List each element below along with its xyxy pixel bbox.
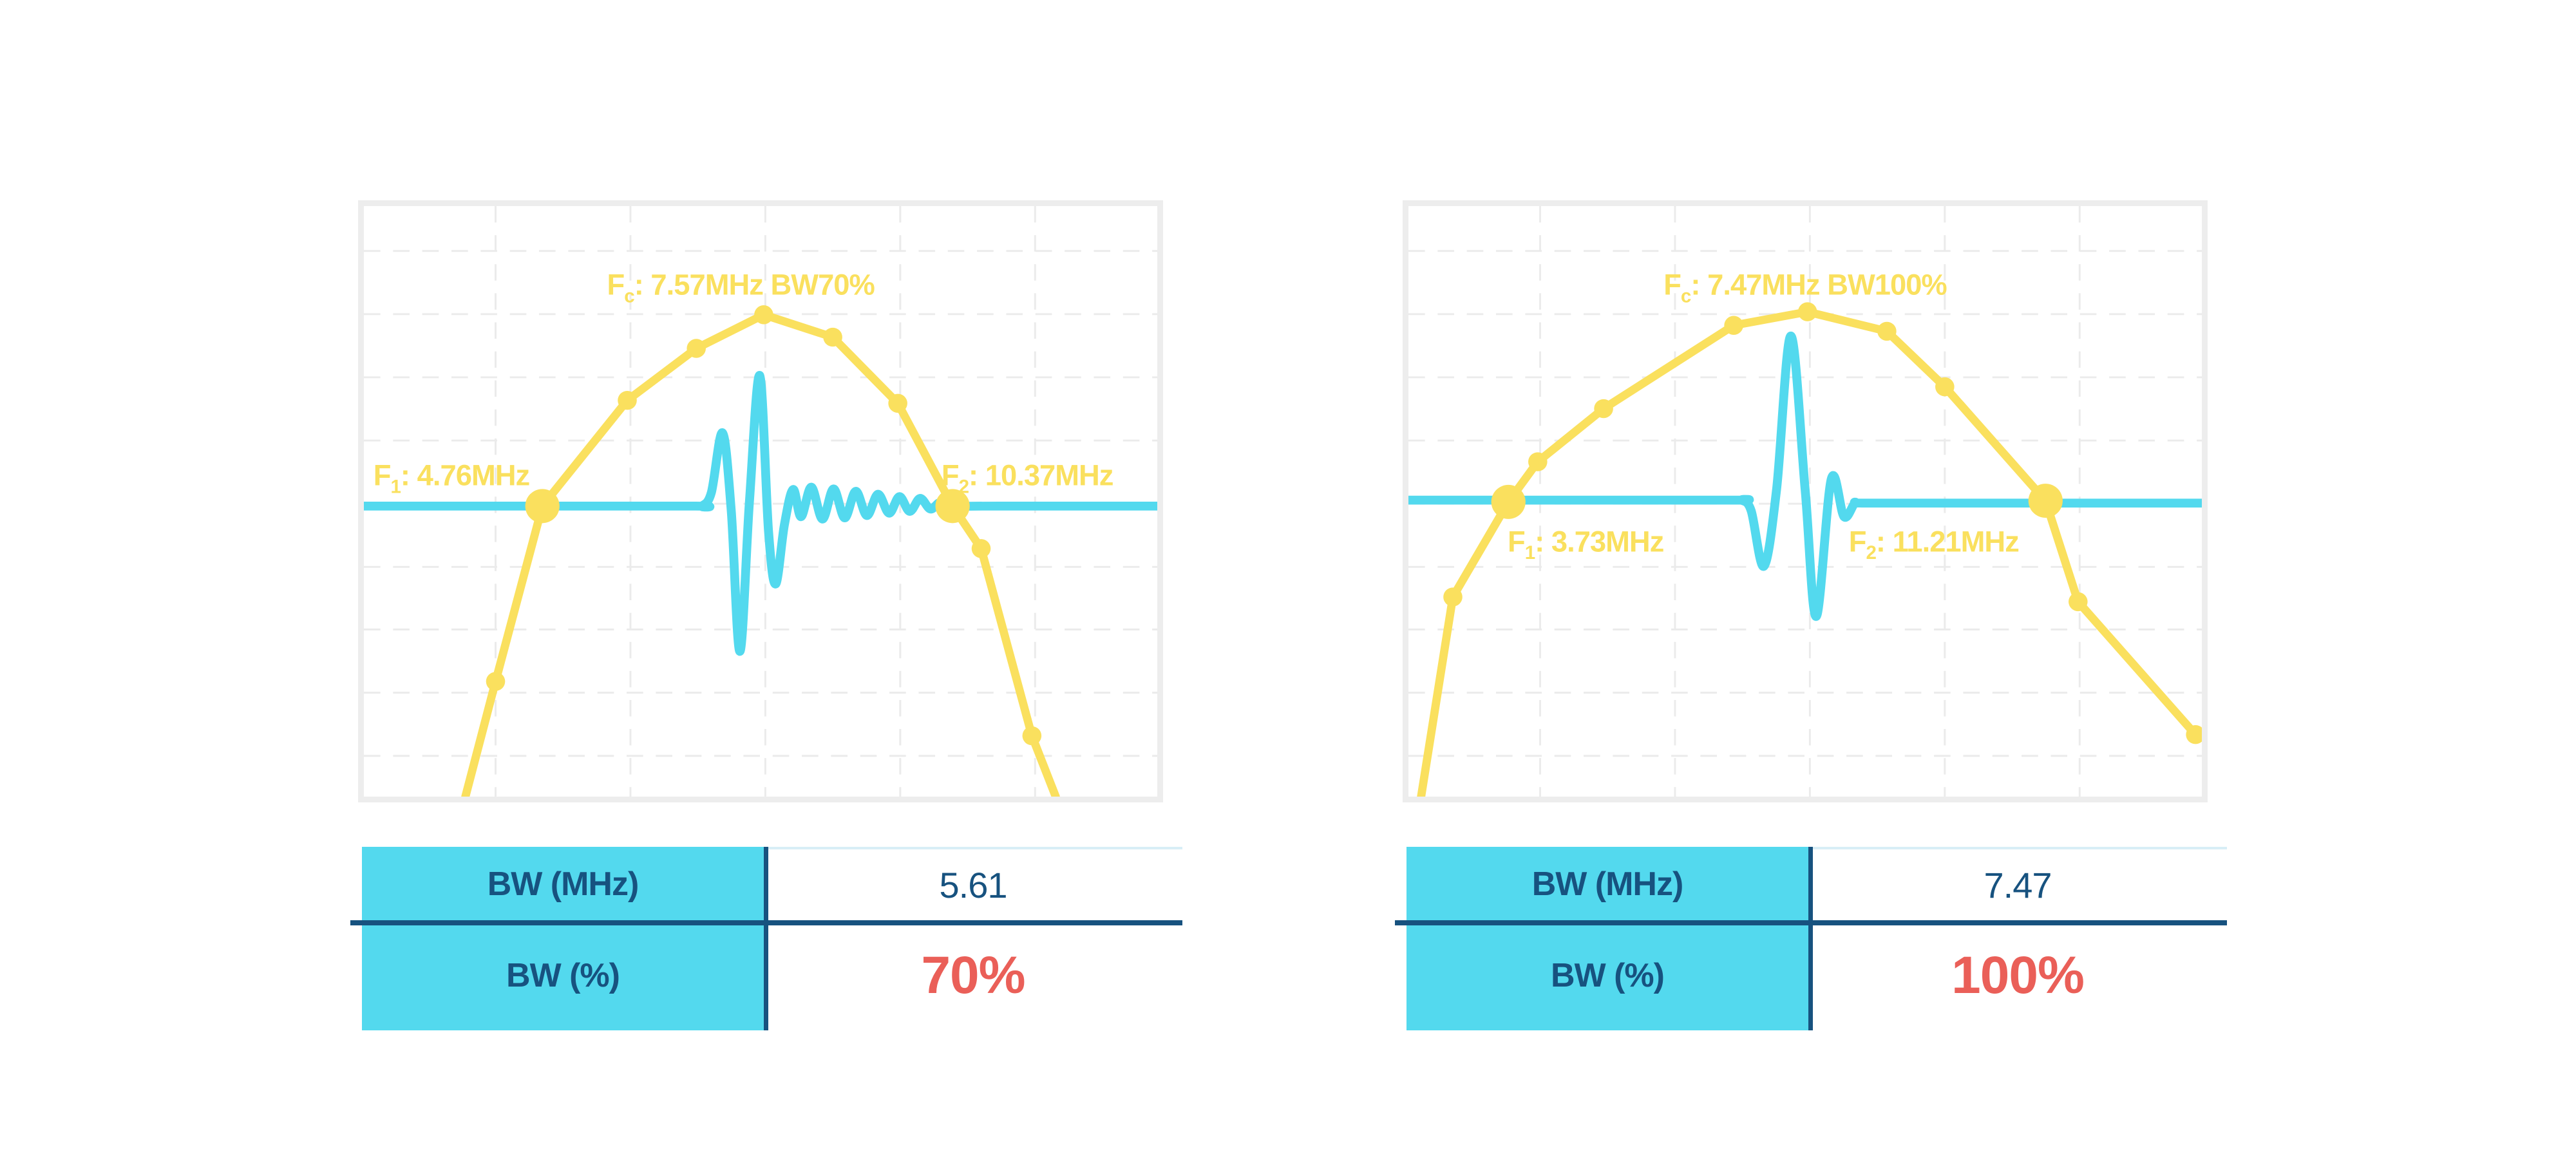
- spectrum-dot: [1443, 587, 1463, 607]
- bw-pct-value-cell: 100%: [1808, 921, 2227, 1030]
- bandwidth-marker-dot: [2028, 484, 2063, 518]
- table-vertical-divider: [764, 847, 768, 1030]
- f2-label: F2: 10.37MHz: [942, 459, 1113, 498]
- bw-table: BW (MHz) 7.47 BW (%) 100%: [1395, 847, 2227, 1030]
- spectrum-dot: [1022, 726, 1042, 746]
- chart-panel: Fc: 7.57MHz BW70% F1: 4.76MHz F2: 10.37MHz: [358, 200, 1163, 802]
- bw-mhz-value-cell: 5.61: [764, 847, 1182, 921]
- spectrum-dot: [2069, 592, 2088, 612]
- spectrum-chart-bw100: Fc: 7.47MHz BW100% F1: 3.73MHz F2: 11.21MH…: [1408, 206, 2202, 797]
- spectrum-dot: [687, 339, 706, 358]
- pulse-waveform: [364, 371, 1157, 656]
- spectrum-dot: [2186, 725, 2202, 744]
- chart-title: Fc: 7.47MHz BW100%: [1663, 269, 1947, 307]
- spectrum-curve: [1417, 307, 2200, 797]
- chart-group-bw70: Fc: 7.57MHz BW70% F1: 4.76MHz F2: 10.37MHz…: [350, 200, 1182, 1030]
- spectrum-dot: [1724, 316, 1743, 335]
- table-vertical-divider: [1808, 847, 1813, 1030]
- spectrum-dot: [1594, 399, 1613, 419]
- table-row: BW (MHz) 5.61: [362, 847, 1182, 921]
- f2-label: F2: 11.21MHz: [1849, 525, 2019, 564]
- spectrum-curve: [461, 310, 1060, 797]
- pulse-waveform: [1408, 331, 2202, 621]
- spectrum-dot: [1877, 321, 1897, 341]
- chart-title: Fc: 7.57MHz BW70%: [607, 269, 875, 307]
- spectrum-dot: [971, 539, 991, 558]
- spectrum-chart-bw70: Fc: 7.57MHz BW70% F1: 4.76MHz F2: 10.37MHz: [364, 206, 1157, 797]
- bw-pct-value-cell: 70%: [764, 921, 1182, 1030]
- f1-label: F1: 4.76MHz: [374, 459, 529, 498]
- bw-table: BW (MHz) 5.61 BW (%) 70%: [350, 847, 1182, 1030]
- bw-mhz-label-cell: BW (MHz): [362, 847, 764, 921]
- bw-pct-label-cell: BW (%): [1406, 921, 1808, 1030]
- spectrum-dot: [754, 305, 773, 325]
- bandwidth-marker-dot: [935, 489, 970, 524]
- table-row: BW (MHz) 7.47: [1406, 847, 2227, 921]
- f1-label: F1: 3.73MHz: [1508, 525, 1663, 564]
- spectrum-dot: [1935, 377, 1955, 397]
- spectrum-dot: [618, 390, 637, 410]
- spectrum-dot: [823, 327, 842, 347]
- bandwidth-marker-dot: [525, 489, 560, 524]
- bw-mhz-value-cell: 7.47: [1808, 847, 2227, 921]
- bw-pct-label-cell: BW (%): [362, 921, 764, 1030]
- table-row: BW (%) 100%: [1406, 921, 2227, 1030]
- bandwidth-marker-dot: [1491, 484, 1526, 519]
- spectrum-dot: [888, 393, 907, 413]
- chart-group-bw100: Fc: 7.47MHz BW100% F1: 3.73MHz F2: 11.21MH…: [1395, 200, 2227, 1030]
- spectrum-dot: [486, 672, 506, 691]
- spectrum-dot: [1528, 452, 1548, 471]
- bw-mhz-label-cell: BW (MHz): [1406, 847, 1808, 921]
- chart-panel: Fc: 7.47MHz BW100% F1: 3.73MHz F2: 11.21MH…: [1403, 200, 2208, 802]
- table-row: BW (%) 70%: [362, 921, 1182, 1030]
- spectrum-dot: [1797, 302, 1817, 321]
